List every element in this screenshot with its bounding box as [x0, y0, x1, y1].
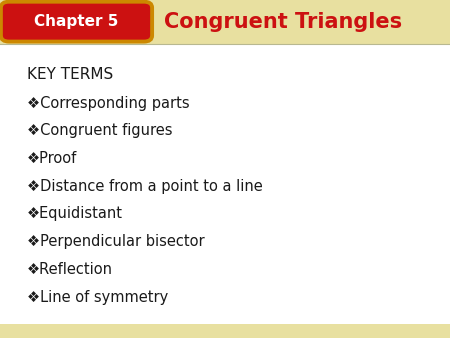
- Bar: [0, 0, 450, 44]
- Text: ❖Proof: ❖Proof: [27, 151, 77, 166]
- FancyBboxPatch shape: [1, 2, 152, 42]
- Text: ❖Reflection: ❖Reflection: [27, 262, 113, 277]
- Bar: [0, 324, 450, 338]
- Text: ❖Line of symmetry: ❖Line of symmetry: [27, 290, 168, 305]
- Text: Chapter 5: Chapter 5: [34, 14, 119, 29]
- Bar: [0, 44, 450, 338]
- Text: ❖Perpendicular bisector: ❖Perpendicular bisector: [27, 234, 205, 249]
- Text: Congruent Triangles: Congruent Triangles: [164, 11, 403, 32]
- Text: ❖Congruent figures: ❖Congruent figures: [27, 123, 172, 138]
- Text: ❖Equidistant: ❖Equidistant: [27, 207, 123, 221]
- Text: ❖Corresponding parts: ❖Corresponding parts: [27, 96, 189, 111]
- Text: KEY TERMS: KEY TERMS: [27, 67, 113, 82]
- Text: ❖Distance from a point to a line: ❖Distance from a point to a line: [27, 179, 263, 194]
